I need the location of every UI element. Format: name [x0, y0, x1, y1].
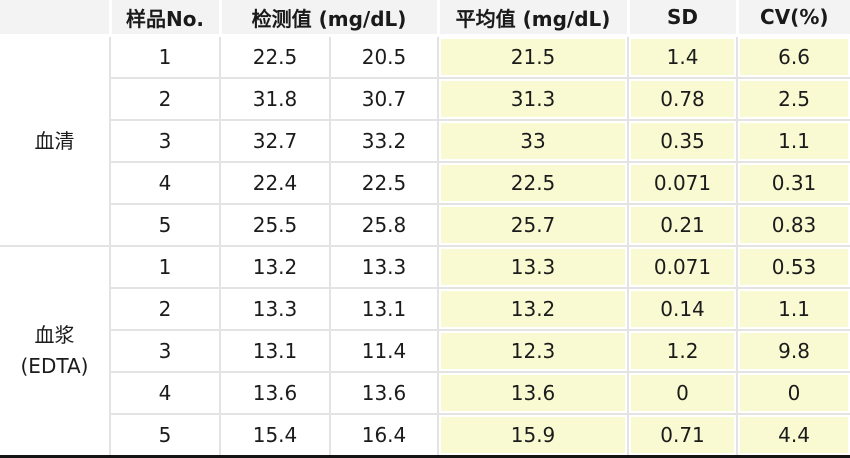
- cell-sd: 0.071: [627, 245, 739, 289]
- cell-sample-no: 5: [109, 413, 221, 458]
- cell-sample-no: 1: [109, 34, 221, 79]
- cell-sample-no: 5: [109, 203, 221, 247]
- cell-mean: 13.2: [437, 287, 630, 331]
- cell-cv: 1.1: [736, 287, 850, 331]
- cell-value-1: 25.5: [219, 203, 331, 247]
- cell-value-1: 13.2: [219, 245, 331, 289]
- cell-sample-no: 2: [109, 287, 221, 331]
- cell-sample-no: 1: [109, 245, 221, 289]
- cell-value-2: 16.4: [328, 413, 440, 458]
- cell-sd: 0.71: [627, 413, 739, 458]
- cell-mean: 25.7: [437, 203, 630, 247]
- header-sd: SD: [626, 0, 739, 37]
- cell-value-2: 13.1: [328, 287, 440, 331]
- cell-sample-no: 4: [109, 371, 221, 415]
- cell-value-2: 30.7: [328, 77, 440, 121]
- cell-cv: 4.4: [736, 413, 850, 458]
- cell-value-1: 13.6: [219, 371, 331, 415]
- cell-value-1: 22.5: [219, 34, 331, 79]
- header-cv: CV(%): [735, 0, 850, 37]
- cell-mean: 15.9: [437, 413, 630, 458]
- cell-value-1: 32.7: [219, 119, 331, 163]
- cell-value-2: 22.5: [328, 161, 440, 205]
- table-header: 样品No. 检测值 (mg/dL) 平均值 (mg/dL) SD CV(%): [0, 0, 850, 37]
- cell-sd: 0.21: [627, 203, 739, 247]
- cell-sd: 0.071: [627, 161, 739, 205]
- header-row: 样品No. 检测值 (mg/dL) 平均值 (mg/dL) SD CV(%): [0, 0, 850, 37]
- cell-value-1: 13.1: [219, 329, 331, 373]
- table-row: 5 15.4 16.4 15.9 0.71 4.4: [0, 413, 850, 458]
- cell-cv: 1.1: [736, 119, 850, 163]
- cell-sample-no: 3: [109, 119, 221, 163]
- cell-sample-no: 4: [109, 161, 221, 205]
- cell-sample-no: 2: [109, 77, 221, 121]
- cell-mean: 13.3: [437, 245, 630, 289]
- cell-sd: 1.2: [627, 329, 739, 373]
- table-row: 4 13.6 13.6 13.6 0 0: [0, 371, 850, 415]
- cell-sd: 0.35: [627, 119, 739, 163]
- table-row: 血清 1 22.5 20.5 21.5 1.4 6.6: [0, 34, 850, 247]
- cell-sd: 0.78: [627, 77, 739, 121]
- cell-cv: 6.6: [736, 34, 850, 79]
- cell-sd: 0: [627, 371, 739, 415]
- group-label-text: 血清: [34, 128, 75, 153]
- cell-value-2: 13.3: [328, 245, 440, 289]
- table-row: 3 32.7 33.2 33 0.35 1.1: [0, 119, 850, 163]
- cell-mean: 12.3: [437, 329, 630, 373]
- cell-value-1: 13.3: [219, 287, 331, 331]
- group-label-serum: 血清: [0, 34, 111, 247]
- table-row: 2 13.3 13.1 13.2 0.14 1.1: [0, 287, 850, 331]
- cell-sd: 0.14: [627, 287, 739, 331]
- cell-cv: 0.53: [736, 245, 850, 289]
- cell-sd: 1.4: [627, 34, 739, 79]
- table-row: 3 13.1 11.4 12.3 1.2 9.8: [0, 329, 850, 373]
- cell-mean: 33: [437, 119, 630, 163]
- header-mean-value: 平均值 (mg/dL): [436, 0, 630, 37]
- table-row: 5 25.5 25.8 25.7 0.21 0.83: [0, 203, 850, 247]
- header-sample-no: 样品No.: [108, 0, 222, 37]
- group-label-text-line2: (EDTA): [20, 354, 89, 378]
- group-label-plasma-edta: 血浆 (EDTA): [0, 245, 111, 458]
- cell-value-1: 15.4: [219, 413, 331, 458]
- table-body: 血清 1 22.5 20.5 21.5 1.4 6.6 2 31.8 30.7 …: [0, 34, 850, 458]
- cell-cv: 9.8: [736, 329, 850, 373]
- table-row: 血浆 (EDTA) 1 13.2 13.3 13.3 0.071 0.53: [0, 245, 850, 458]
- cell-mean: 21.5: [437, 34, 630, 79]
- cell-value-2: 13.6: [328, 371, 440, 415]
- cell-value-2: 11.4: [328, 329, 440, 373]
- cell-cv: 2.5: [736, 77, 850, 121]
- cell-value-1: 22.4: [219, 161, 331, 205]
- cell-cv: 0.31: [736, 161, 850, 205]
- cell-cv: 0.83: [736, 203, 850, 247]
- cell-value-1: 31.8: [219, 77, 331, 121]
- cell-mean: 22.5: [437, 161, 630, 205]
- cell-cv: 0: [736, 371, 850, 415]
- header-corner-cell: [0, 0, 112, 37]
- group-label-text: 血浆: [34, 323, 75, 347]
- table-row: 4 22.4 22.5 22.5 0.071 0.31: [0, 161, 850, 205]
- table-row: 2 31.8 30.7 31.3 0.78 2.5: [0, 77, 850, 121]
- cell-mean: 13.6: [437, 371, 630, 415]
- cell-value-2: 20.5: [328, 34, 440, 79]
- cell-value-2: 25.8: [328, 203, 440, 247]
- header-measured-value: 检测值 (mg/dL): [218, 0, 440, 37]
- cell-value-2: 33.2: [328, 119, 440, 163]
- cell-sample-no: 3: [109, 329, 221, 373]
- cell-mean: 31.3: [437, 77, 630, 121]
